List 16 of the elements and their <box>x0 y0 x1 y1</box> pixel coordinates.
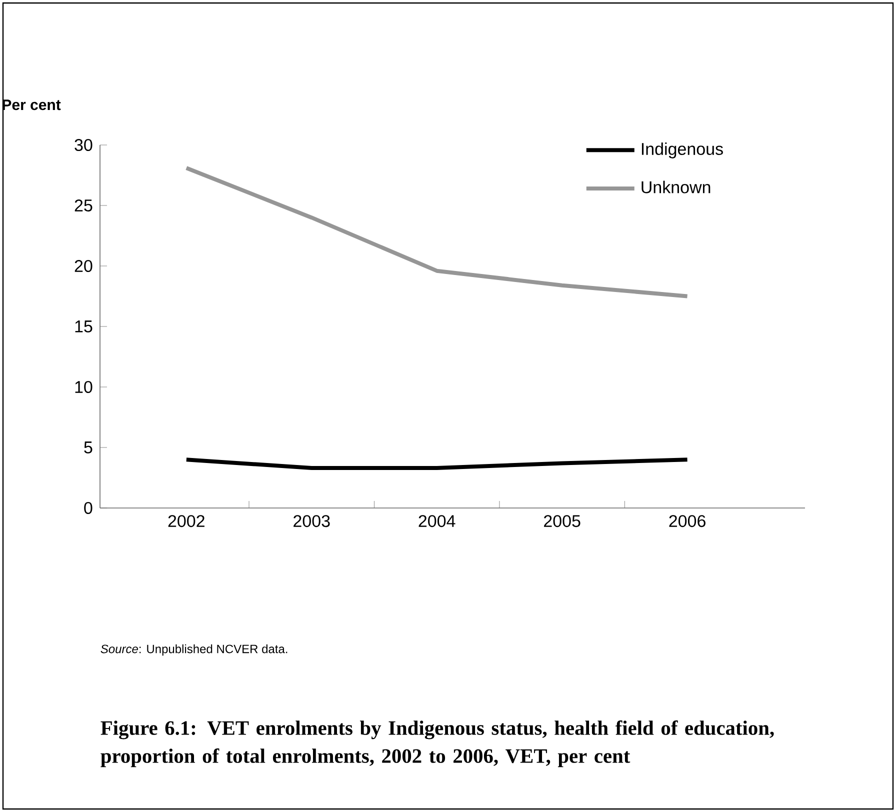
legend-label: Unknown <box>642 180 710 194</box>
x-tick-label: 2004 <box>418 515 456 528</box>
x-tick-label: 2002 <box>168 515 204 528</box>
x-tick-label: 2003 <box>294 515 330 528</box>
y-tick-label: 25 <box>74 199 92 212</box>
y-tick-label: 30 <box>74 138 92 151</box>
x-tick-label: 2005 <box>544 515 580 528</box>
text: Figure 6.1: VET enrolments by Indigenous status, health field of education, proportion of total enrolments, 2002 to 2006, VET, per cent <box>100 720 774 768</box>
x-tick-label: 2006 <box>669 515 706 528</box>
y-tick-label: 15 <box>75 320 92 332</box>
y-tick-label: 0 <box>84 502 92 514</box>
text: Source: Unpublished NCVER data. <box>100 644 288 656</box>
y-tick-label: 10 <box>75 380 92 393</box>
legend-label: Indigenous <box>642 142 723 158</box>
y-tick-label: 20 <box>74 260 92 272</box>
y-tick-label: 5 <box>84 442 92 454</box>
